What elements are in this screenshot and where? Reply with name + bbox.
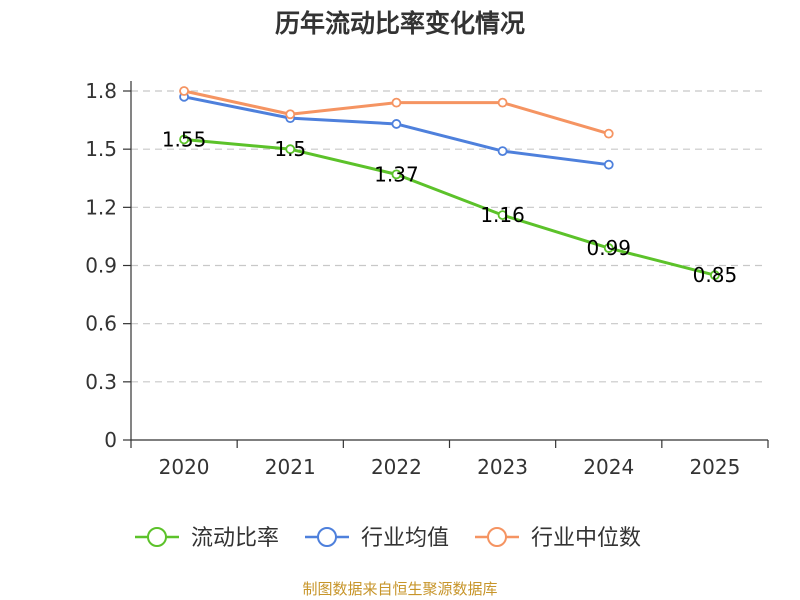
data-label: 1.37: [374, 162, 419, 186]
legend-label: 行业均值: [361, 526, 449, 551]
legend-item[interactable]: 流动比率: [135, 526, 279, 551]
legend-label: 流动比率: [191, 526, 279, 551]
chart-title: 历年流动比率变化情况: [274, 9, 525, 38]
y-tick-label: 1.2: [85, 195, 117, 219]
data-point: [391, 169, 402, 180]
data-point: [603, 128, 614, 139]
data-point: [391, 97, 402, 108]
data-point: [391, 119, 402, 129]
data-point: [285, 144, 296, 155]
y-tick-label: 0.3: [85, 370, 117, 394]
y-tick-label: 1.5: [85, 137, 117, 161]
data-point: [179, 134, 189, 145]
series-lines: [179, 86, 720, 281]
data-point: [603, 243, 614, 253]
x-tick-label: 2021: [265, 455, 316, 479]
data-point: [497, 97, 508, 108]
source-note: 制图数据来自恒生聚源数据库: [302, 580, 498, 598]
data-labels: 1.55 1.5 1.37 1.16 0.99 0.85: [162, 127, 737, 287]
legend-item[interactable]: 行业均值: [305, 526, 449, 551]
axes: 0 0.3 0.6 0.9 1.2 1.5 1.8 2020 2021 2022 2023 2024 2…: [85, 79, 769, 479]
y-tick-label: 1.8: [85, 79, 117, 103]
data-label: 1.55: [162, 127, 207, 151]
series-line: [183, 137, 716, 277]
x-tick-label: 2023: [477, 455, 528, 479]
y-tick-label: 0.6: [85, 312, 117, 336]
legend-marker: [487, 527, 507, 547]
data-label: 0.99: [586, 236, 631, 260]
legend-marker: [317, 527, 337, 547]
data-point: [603, 159, 614, 170]
data-label: 1.5: [274, 137, 306, 161]
legend: 流动比率 行业均值 行业中位数: [135, 526, 641, 551]
legend-label: 行业中位数: [531, 526, 641, 551]
gridlines: [131, 90, 764, 383]
data-point: [179, 86, 189, 96]
data-point: [497, 146, 508, 157]
legend-marker: [147, 527, 167, 547]
y-tick-label: 0.9: [85, 254, 117, 278]
y-tick-label: 0: [104, 428, 117, 452]
data-point: [710, 270, 720, 281]
data-point: [497, 210, 508, 220]
x-tick-label: 2025: [689, 455, 740, 479]
data-label: 0.85: [693, 263, 738, 287]
legend-item[interactable]: 行业中位数: [475, 526, 641, 551]
x-tick-label: 2022: [371, 455, 422, 479]
x-tick-label: 2020: [159, 455, 210, 479]
data-point: [285, 109, 296, 120]
x-tick-label: 2024: [583, 455, 634, 479]
data-label: 1.16: [480, 203, 525, 227]
